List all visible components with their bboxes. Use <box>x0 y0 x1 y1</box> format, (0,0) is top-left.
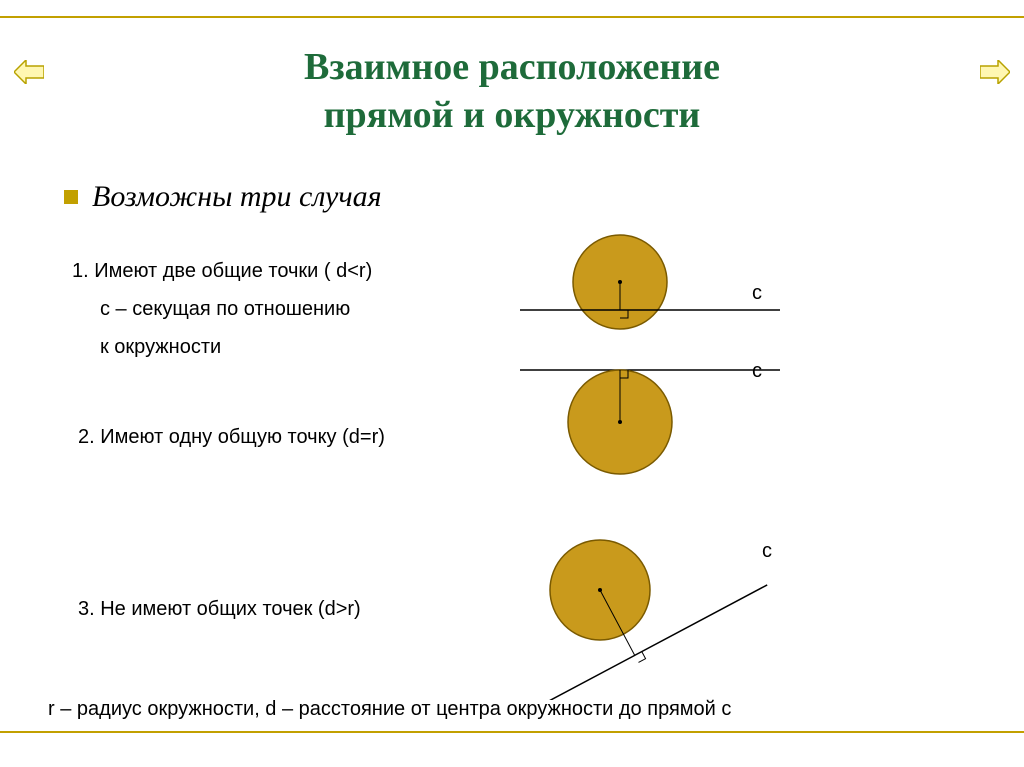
footnote: r – радиус окружности, d – расстояние от… <box>48 698 731 721</box>
label-c-3: с <box>762 540 772 563</box>
page-title: Взаимное расположение прямой и окружност… <box>0 44 1024 139</box>
label-c-1: с <box>752 282 762 305</box>
case1-line2: с – секущая по отношению <box>72 290 502 328</box>
top-rule <box>0 16 1024 18</box>
title-line1: Взаимное расположение <box>0 44 1024 92</box>
case1-line3: к окружности <box>72 328 502 366</box>
subtitle: Возможны три случая <box>92 180 382 214</box>
case2-line1: 2. Имеют одну общую точку (d=r) <box>78 418 508 456</box>
case-3: 3. Не имеют общих точек (d>r) <box>78 590 508 628</box>
bullet-icon <box>64 190 78 204</box>
subtitle-row: Возможны три случая <box>64 180 382 214</box>
case1-line1: 1. Имеют две общие точки ( d<r) <box>72 252 502 290</box>
case-2: 2. Имеют одну общую точку (d=r) <box>78 418 508 456</box>
label-c-2: с <box>752 360 762 383</box>
case-1: 1. Имеют две общие точки ( d<r) с – секу… <box>72 252 502 366</box>
case3-line1: 3. Не имеют общих точек (d>r) <box>78 590 508 628</box>
bottom-rule <box>0 731 1024 733</box>
title-line2: прямой и окружности <box>0 92 1024 140</box>
